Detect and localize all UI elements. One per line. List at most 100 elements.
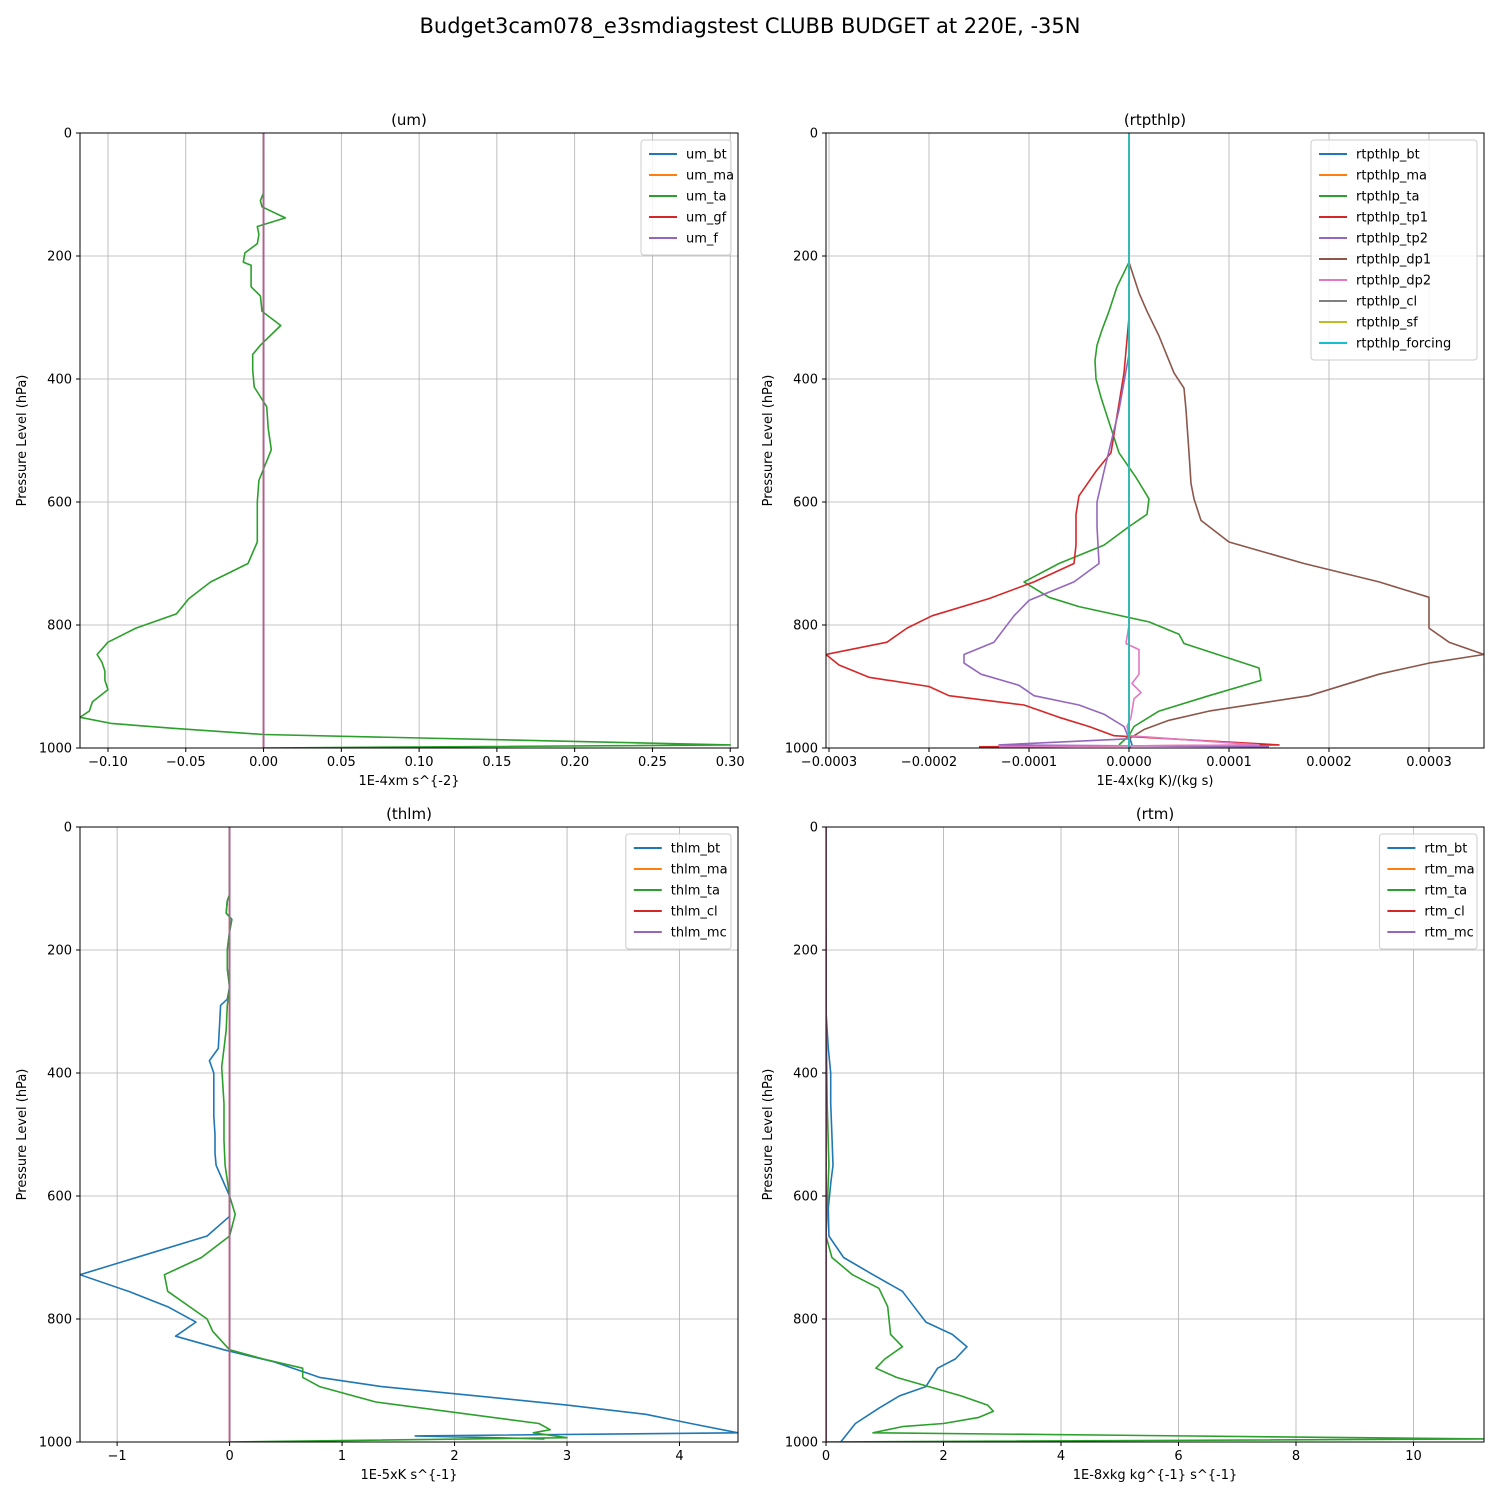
xtick-label: −0.0003 <box>801 755 857 770</box>
ytick-label: 400 <box>47 1067 72 1082</box>
legend-rtpthlp: rtpthlp_bt rtpthlp_ma rtpthlp_ta rtpthlp_tp… <box>1310 139 1478 361</box>
xtick-label: 0.20 <box>560 755 589 770</box>
ytick-label: 400 <box>793 373 818 388</box>
series-line-thlm_ta <box>163 827 568 1442</box>
legend-box <box>1310 139 1478 361</box>
y-axis-label-thlm: Pressure Level (hPa) <box>15 1069 30 1201</box>
chart-thlm: (thlm) −1 0 1 2 3 4 0 200 400 600 800 1000 1E-5xK s^{… <box>0 794 750 1498</box>
legend-label-um_bt: um_bt <box>686 148 727 163</box>
legend-label-rtpthlp_tp2: rtpthlp_tp2 <box>1356 232 1428 247</box>
legend-label-rtpthlp_ta: rtpthlp_ta <box>1356 190 1419 205</box>
xtick-label: 0 <box>822 1449 830 1464</box>
x-axis-label-rtm: 1E-8xkg kg^{-1} s^{-1} <box>1073 1468 1238 1483</box>
series-group-um <box>80 133 732 748</box>
legend-label-um_f: um_f <box>686 232 718 247</box>
legend-label-rtm_bt: rtm_bt <box>1424 842 1467 857</box>
xtick-label: −0.05 <box>166 755 206 770</box>
xtick-label: 2 <box>939 1449 947 1464</box>
xtick-label: 4 <box>1057 1449 1065 1464</box>
xtick-label: 2 <box>450 1449 458 1464</box>
legend-label-um_ta: um_ta <box>686 190 726 205</box>
chart-um: (um) −0.10 −0.05 0.00 0.05 0.10 0.15 0.20 0.25 0.… <box>0 100 750 804</box>
xtick-label: 4 <box>675 1449 683 1464</box>
figure-title: Budget3cam078_e3smdiagstest CLUBB BUDGET… <box>419 14 1081 38</box>
legend-label-rtm_cl: rtm_cl <box>1424 905 1464 920</box>
legend-label-um_gf: um_gf <box>686 211 727 226</box>
ytick-label: 800 <box>47 1313 72 1328</box>
xtick-label: −0.0001 <box>1001 755 1057 770</box>
xtick-label: 0 <box>225 1449 233 1464</box>
legend-label-thlm_ta: thlm_ta <box>671 884 720 899</box>
legend-label-um_ma: um_ma <box>686 169 734 184</box>
panel-title-thlm: (thlm) <box>386 805 432 823</box>
xtick-label: −0.10 <box>88 755 128 770</box>
legend-label-rtpthlp_tp1: rtpthlp_tp1 <box>1356 211 1428 226</box>
ytick-label: 200 <box>793 250 818 265</box>
x-axis-label-thlm: 1E-5xK s^{-1} <box>361 1468 458 1483</box>
ytick-label: 1000 <box>39 1436 72 1451</box>
xtick-label: 10 <box>1405 1449 1422 1464</box>
ytick-label: 600 <box>793 496 818 511</box>
ytick-label: 1000 <box>39 742 72 757</box>
legend-label-rtm_mc: rtm_mc <box>1424 926 1473 941</box>
xtick-label: 0.15 <box>482 755 511 770</box>
legend-um: um_bt um_ma um_ta um_gf um_f <box>640 139 734 256</box>
panel-title-rtpthlp: (rtpthlp) <box>1124 111 1186 129</box>
chart-rtm: (rtm) 0 2 4 6 8 10 0 200 400 600 800 1000 1E-8xkg kg^… <box>746 794 1496 1498</box>
legend-label-rtpthlp_cl: rtpthlp_cl <box>1356 295 1417 310</box>
xtick-label: 0.0000 <box>1106 755 1152 770</box>
xtick-label: −0.0002 <box>901 755 957 770</box>
legend-box <box>640 139 732 256</box>
legend-label-rtpthlp_dp1: rtpthlp_dp1 <box>1356 253 1431 268</box>
xtick-label: 0.10 <box>405 755 434 770</box>
ytick-label: 200 <box>47 944 72 959</box>
legend-thlm: thlm_bt thlm_ma thlm_ta thlm_cl thlm_mc <box>625 833 732 950</box>
ytick-label: 0 <box>810 821 818 836</box>
xtick-label: 1 <box>338 1449 346 1464</box>
legend-label-rtpthlp_sf: rtpthlp_sf <box>1356 316 1418 331</box>
legend-box <box>625 833 732 950</box>
xtick-label: 8 <box>1292 1449 1300 1464</box>
y-axis-label-um: Pressure Level (hPa) <box>15 375 30 507</box>
xtick-label: 0.25 <box>638 755 667 770</box>
series-line-rtpthlp_tp1 <box>826 317 1280 748</box>
legend-label-thlm_bt: thlm_bt <box>671 842 720 857</box>
panel-title-um: (um) <box>391 111 427 129</box>
legend-label-thlm_cl: thlm_cl <box>671 905 718 920</box>
xtick-label: 0.0002 <box>1306 755 1352 770</box>
ytick-label: 0 <box>64 821 72 836</box>
plot-frame-rtm <box>825 826 1485 1443</box>
x-axis-label-rtpthlp: 1E-4x(kg K)/(kg s) <box>1097 774 1214 789</box>
ytick-label: 600 <box>47 496 72 511</box>
series-group-thlm <box>80 827 738 1442</box>
y-axis-label-rtm: Pressure Level (hPa) <box>761 1069 776 1201</box>
xtick-label: 6 <box>1174 1449 1182 1464</box>
plot-frame-thlm <box>79 826 739 1443</box>
x-axis-label-um: 1E-4xm s^{-2} <box>358 774 459 789</box>
xtick-label: 0.30 <box>716 755 745 770</box>
xtick-label: 0.05 <box>327 755 356 770</box>
ytick-label: 200 <box>793 944 818 959</box>
grid-um <box>80 132 738 749</box>
xtick-label: 0.0001 <box>1206 755 1252 770</box>
ytick-label: 600 <box>47 1190 72 1205</box>
ytick-label: 200 <box>47 250 72 265</box>
legend-label-rtpthlp_ma: rtpthlp_ma <box>1356 169 1427 184</box>
ytick-label: 0 <box>810 127 818 142</box>
chart-um-svg: (um) −0.10 −0.05 0.00 0.05 0.10 0.15 0.20 0.25 0.… <box>15 111 745 789</box>
ytick-label: 400 <box>47 373 72 388</box>
ytick-label: 1000 <box>785 1436 818 1451</box>
series-line-rtm_ta <box>826 1011 1484 1442</box>
chart-thlm-svg: (thlm) −1 0 1 2 3 4 0 200 400 600 800 1000 1E-5xK s^{… <box>15 805 739 1483</box>
chart-rtm-svg: (rtm) 0 2 4 6 8 10 0 200 400 600 800 1000 1E-8xkg kg^… <box>761 805 1485 1483</box>
ytick-label: 0 <box>64 127 72 142</box>
ytick-label: 800 <box>793 1313 818 1328</box>
series-line-rtm_bt <box>826 931 968 1442</box>
series-line-rtpthlp_tp2 <box>963 354 1270 748</box>
xtick-label: −1 <box>108 1449 127 1464</box>
ytick-label: 800 <box>47 619 72 634</box>
legend-label-rtm_ta: rtm_ta <box>1424 884 1467 899</box>
series-line-um_ta <box>80 133 732 748</box>
ytick-label: 400 <box>793 1067 818 1082</box>
legend-label-rtm_ma: rtm_ma <box>1424 863 1474 878</box>
